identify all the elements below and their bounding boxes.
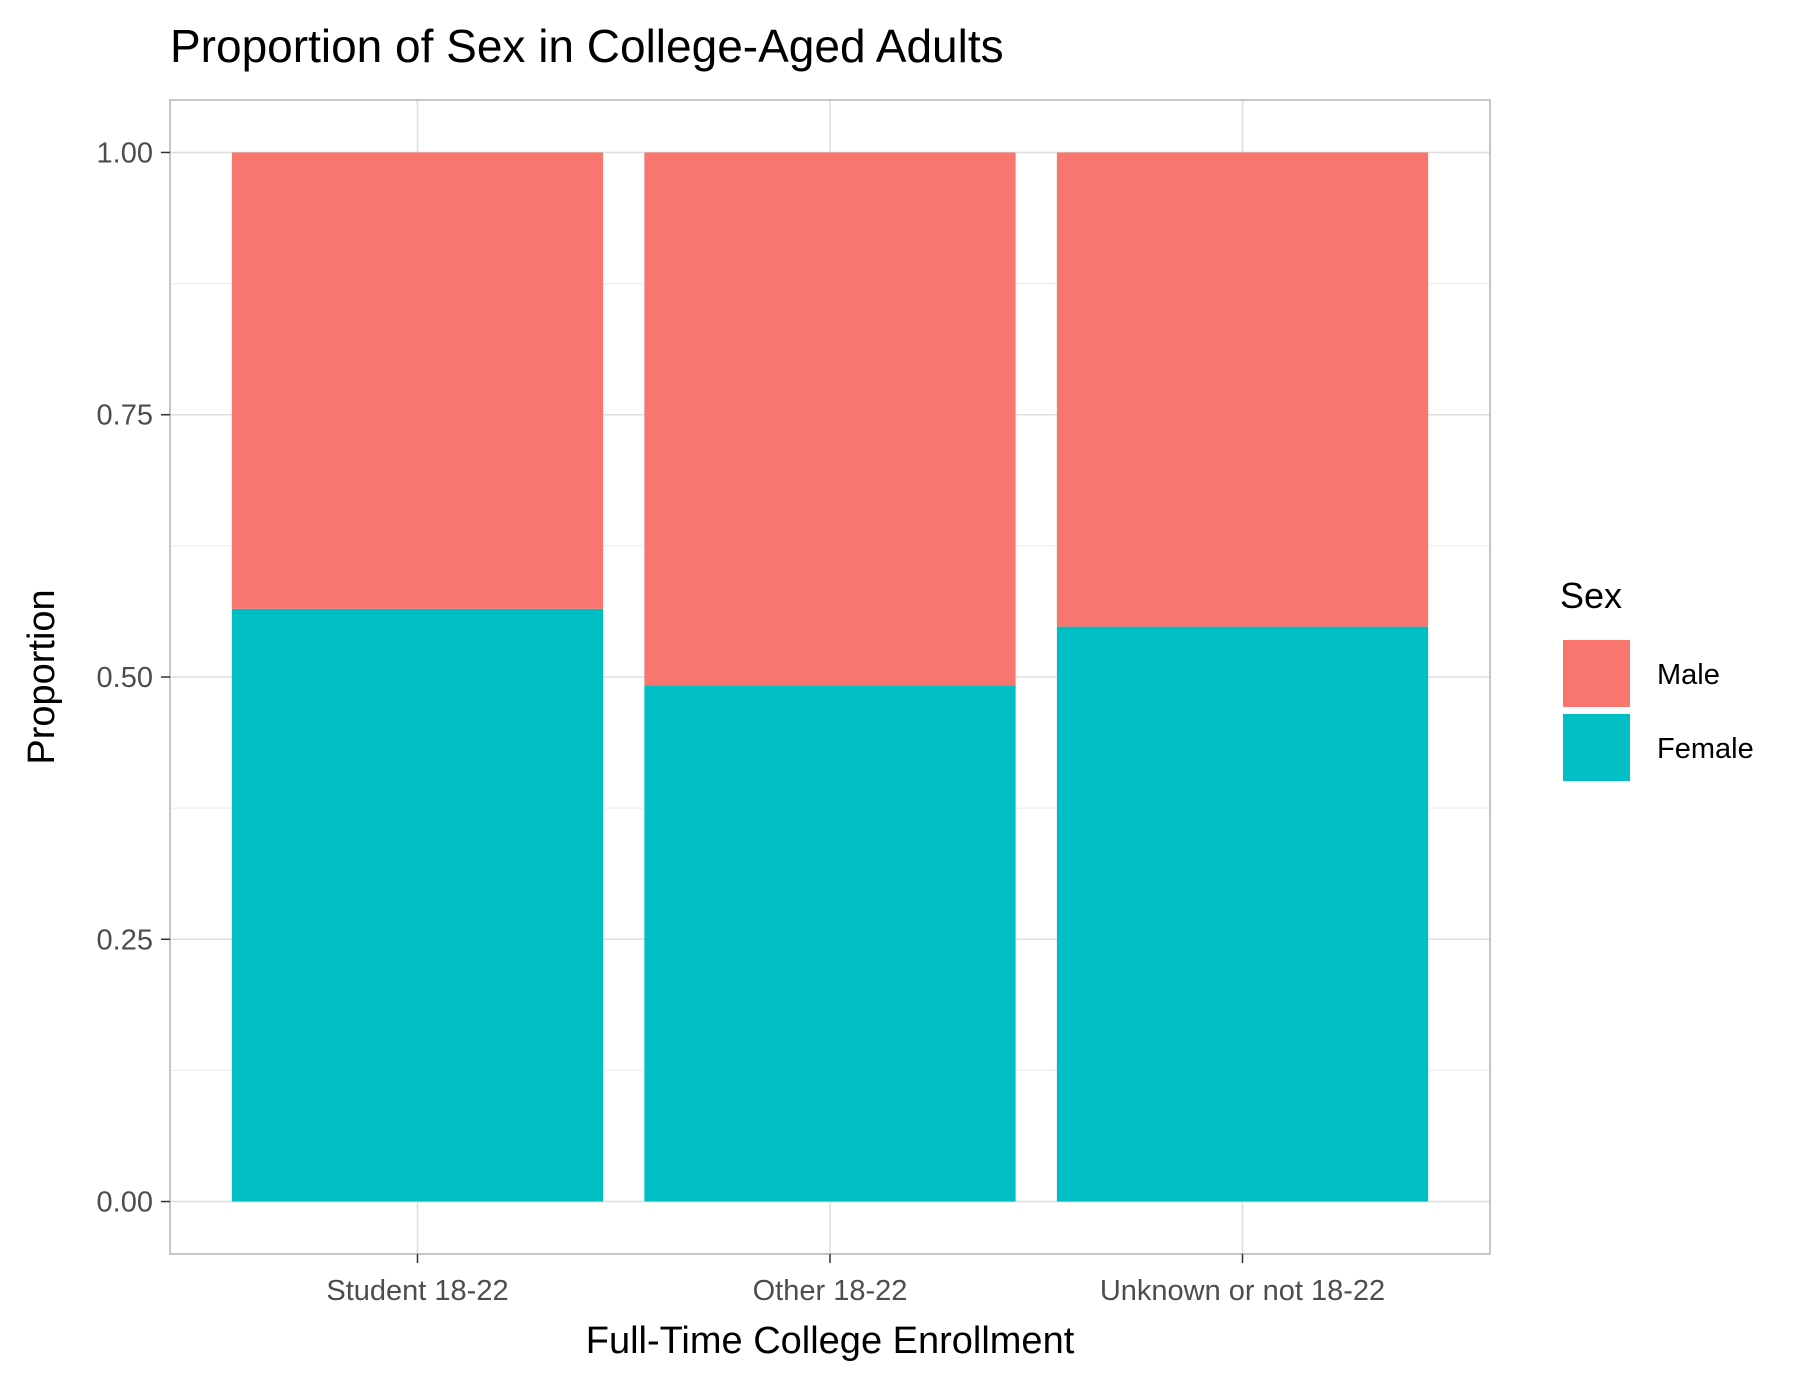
y-tick-label: 0.25 xyxy=(97,924,153,956)
bar-female-1 xyxy=(231,608,604,1202)
bar-layer xyxy=(231,152,1429,1202)
x-tick-label: Unknown or not 18-22 xyxy=(1100,1275,1385,1307)
bar-male-1 xyxy=(231,152,604,609)
y-tick-label: 0.75 xyxy=(97,400,153,432)
chart-title: Proportion of Sex in College-Aged Adults xyxy=(170,20,1004,72)
legend-swatch-female xyxy=(1563,714,1630,781)
x-axis-title: Full-Time College Enrollment xyxy=(586,1320,1075,1362)
legend-items: Male Female xyxy=(1563,640,1754,781)
legend-label-male: Male xyxy=(1657,659,1720,691)
y-axis-title: Proportion xyxy=(21,589,63,764)
x-tick-label: Other 18-22 xyxy=(753,1275,908,1307)
axis-layer: 0.00 0.25 0.50 0.75 1.00 Student 18-22 Other 1… xyxy=(97,137,1386,1307)
y-tick-label: 1.00 xyxy=(97,137,153,169)
legend: Sex Male Female xyxy=(1560,575,1754,781)
bar-female-3 xyxy=(1056,626,1429,1202)
y-tick-label: 0.00 xyxy=(97,1187,153,1219)
bar-female-2 xyxy=(644,685,1016,1202)
legend-label-female: Female xyxy=(1657,733,1754,765)
legend-title: Sex xyxy=(1560,575,1622,616)
x-tick-label: Student 18-22 xyxy=(326,1275,508,1307)
bar-male-3 xyxy=(1056,152,1429,627)
y-tick-label: 0.50 xyxy=(97,662,153,694)
legend-swatch-male xyxy=(1563,640,1630,707)
bar-male-2 xyxy=(644,152,1016,686)
